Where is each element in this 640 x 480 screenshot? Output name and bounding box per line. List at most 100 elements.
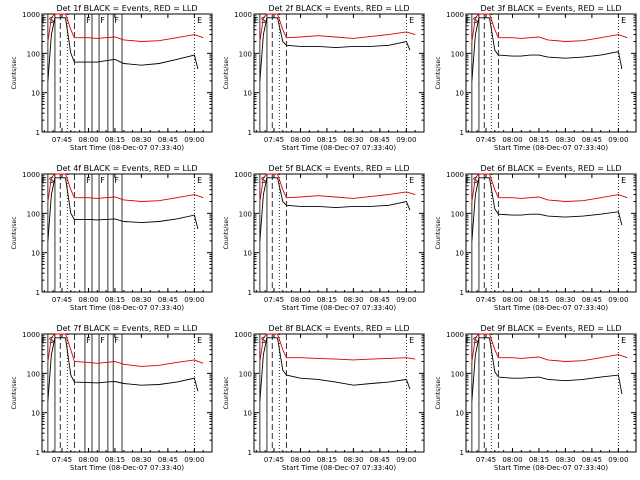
x-tick-label: 08:30 (343, 296, 363, 304)
plot-frame (41, 333, 213, 453)
x-tick-label: 08:00 (78, 136, 98, 144)
series-events-line (471, 17, 623, 81)
x-tick-label: 09:00 (184, 296, 204, 304)
x-tick-label: 08:00 (290, 136, 310, 144)
x-tick-label: 08:15 (105, 456, 125, 464)
x-axis-label: Start Time (08-Dec-07 07:33:40) (282, 464, 396, 472)
series-events-line (259, 177, 411, 241)
x-tick-label: 07:45 (264, 296, 284, 304)
y-axis-label: Counts/sec (223, 56, 230, 89)
plot-frame (253, 333, 425, 453)
event-marker-label: E (409, 16, 414, 25)
chart-title: Det 9f BLACK = Events, RED = LLD (480, 324, 621, 333)
series-events-line (471, 177, 623, 241)
plot-frame (465, 333, 637, 453)
series-events-line (47, 17, 199, 81)
x-axis-label: Start Time (08-Dec-07 07:33:40) (70, 464, 184, 472)
y-tick-label: 10 (31, 90, 40, 98)
series-events-line (47, 337, 199, 401)
y-tick-label: 100 (239, 210, 252, 218)
x-tick-label: 08:30 (131, 296, 151, 304)
plot-frame (465, 173, 637, 293)
series-events-line (47, 177, 199, 241)
x-tick-label: 08:00 (502, 296, 522, 304)
series-lld-line (47, 13, 204, 42)
x-tick-label: 07:45 (476, 296, 496, 304)
chart-panel-4: Det 4f BLACK = Events, RED = LLD 1 10 100 10… (11, 164, 213, 312)
event-marker-label: E (254, 16, 259, 25)
series-events-line (259, 337, 411, 401)
event-marker-label: F (100, 176, 105, 185)
event-marker-label: F (114, 16, 119, 25)
y-tick-label: 100 (451, 370, 464, 378)
chart-title: Det 5f BLACK = Events, RED = LLD (268, 164, 409, 173)
event-marker-label: E (466, 336, 471, 345)
y-tick-label: 1 (248, 449, 252, 457)
chart-panel-6: Det 6f BLACK = Events, RED = LLD 1 10 100 10… (435, 164, 637, 312)
x-tick-label: 08:15 (529, 296, 549, 304)
chart-title: Det 6f BLACK = Events, RED = LLD (480, 164, 621, 173)
y-tick-label: 1 (248, 129, 252, 137)
x-tick-label: 08:00 (78, 296, 98, 304)
y-tick-label: 100 (239, 50, 252, 58)
event-marker-label: E (466, 176, 471, 185)
y-tick-label: 10 (31, 250, 40, 258)
event-marker-label: E (42, 336, 47, 345)
y-tick-label: 1000 (22, 11, 40, 19)
x-tick-label: 09:00 (396, 456, 416, 464)
y-tick-label: 1000 (22, 171, 40, 179)
x-tick-label: 08:15 (317, 136, 337, 144)
chart-title: Det 7f BLACK = Events, RED = LLD (56, 324, 197, 333)
y-axis-label: Counts/sec (11, 216, 18, 249)
y-tick-label: 10 (455, 250, 464, 258)
x-axis-label: Start Time (08-Dec-07 07:33:40) (494, 144, 608, 152)
event-marker-label: F (100, 16, 105, 25)
x-tick-label: 07:45 (264, 456, 284, 464)
series-lld-line (259, 13, 416, 42)
y-tick-label: 10 (243, 90, 252, 98)
x-tick-label: 08:15 (105, 296, 125, 304)
x-tick-label: 08:00 (78, 456, 98, 464)
series-events-line (259, 17, 411, 81)
plot-frame (465, 13, 637, 133)
x-tick-label: 08:00 (502, 136, 522, 144)
x-tick-label: 07:45 (52, 136, 72, 144)
x-tick-label: 08:30 (555, 296, 575, 304)
x-tick-label: 08:45 (158, 456, 178, 464)
y-tick-label: 100 (451, 50, 464, 58)
y-axis-label: Counts/sec (435, 216, 442, 249)
series-events-line (471, 337, 623, 401)
x-axis-label: Start Time (08-Dec-07 07:33:40) (282, 304, 396, 312)
x-tick-label: 08:15 (529, 136, 549, 144)
series-lld-line (471, 13, 628, 42)
plot-frame (41, 173, 213, 293)
y-axis-label: Counts/sec (223, 216, 230, 249)
y-tick-label: 100 (27, 50, 40, 58)
y-tick-label: 1 (36, 289, 40, 297)
x-tick-label: 07:45 (52, 296, 72, 304)
y-tick-label: 10 (243, 250, 252, 258)
event-marker-label: E (254, 336, 259, 345)
y-tick-label: 1000 (234, 171, 252, 179)
x-tick-label: 08:45 (370, 456, 390, 464)
chart-panel-8: Det 8f BLACK = Events, RED = LLD 1 10 100 10… (223, 324, 425, 472)
chart-panel-7: Det 7f BLACK = Events, RED = LLD 1 10 100 10… (11, 324, 213, 472)
y-tick-label: 100 (27, 370, 40, 378)
y-tick-label: 10 (31, 410, 40, 418)
x-tick-label: 07:45 (476, 456, 496, 464)
x-tick-label: 08:30 (343, 456, 363, 464)
event-marker-label: E (621, 336, 626, 345)
y-tick-label: 10 (455, 410, 464, 418)
x-tick-label: 08:30 (131, 136, 151, 144)
x-tick-label: 08:00 (290, 456, 310, 464)
x-tick-label: 08:15 (105, 136, 125, 144)
x-tick-label: 08:45 (582, 456, 602, 464)
x-tick-label: 08:45 (158, 296, 178, 304)
x-tick-label: 08:45 (370, 296, 390, 304)
plot-frame (253, 13, 425, 133)
series-lld-line (259, 173, 416, 202)
x-tick-label: 08:00 (502, 456, 522, 464)
x-tick-label: 07:45 (476, 136, 496, 144)
x-axis-label: Start Time (08-Dec-07 07:33:40) (494, 304, 608, 312)
